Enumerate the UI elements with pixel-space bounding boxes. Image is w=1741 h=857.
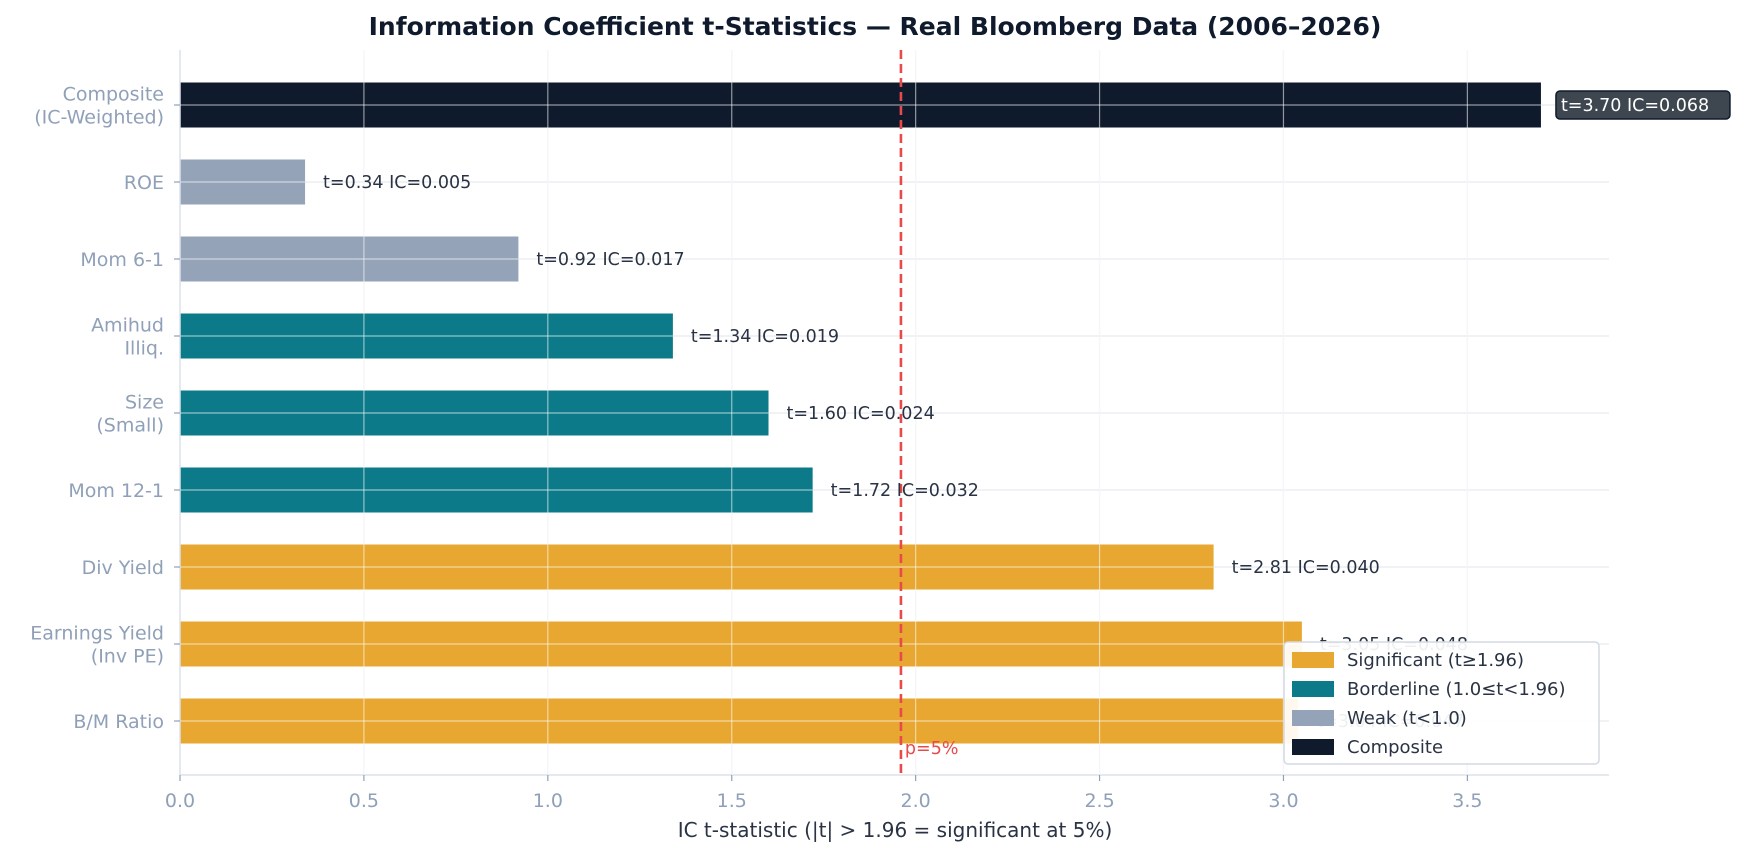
- x-tick-label: 1.0: [533, 790, 563, 812]
- y-tick-label: Amihud Illiq.: [91, 315, 164, 360]
- bar-value-label: t=0.34 IC=0.005: [323, 173, 471, 193]
- y-tick-label: Mom 12-1: [68, 480, 164, 502]
- composite-label-box: [1555, 90, 1731, 120]
- bar-value-label: t=2.81 IC=0.040: [1232, 558, 1380, 578]
- y-tick-label: ROE: [124, 172, 164, 194]
- y-tick-label: Mom 6-1: [80, 249, 164, 271]
- legend-label: Composite: [1347, 737, 1443, 758]
- x-tick-label: 2.5: [1084, 790, 1114, 812]
- x-tick-label: 3.0: [1268, 790, 1298, 812]
- legend-swatch-composite: [1292, 739, 1334, 755]
- y-tick-label: Size (Small): [96, 392, 164, 437]
- legend-swatch-significant: [1292, 652, 1334, 668]
- x-tick-labels: 0.0 0.5 1.0 1.5 2.0 2.5 3.0 3.5: [165, 775, 1482, 812]
- y-tick-label: Div Yield: [82, 557, 164, 579]
- significance-threshold-label: p=5%: [905, 739, 959, 759]
- bar-value-label: t=1.34 IC=0.019: [691, 327, 839, 347]
- y-tick-labels: Composite (IC-Weighted) ROE Mom 6-1 Amihud Il…: [30, 84, 180, 733]
- bar-value-label: t=1.72 IC=0.032: [831, 481, 979, 501]
- bar-value-label: t=3.70 IC=0.068: [1561, 96, 1709, 116]
- legend-label: Borderline (1.0≤t<1.96): [1347, 679, 1566, 700]
- x-axis-label: IC t-statistic (|t| > 1.96 = significant…: [678, 818, 1113, 842]
- legend-label: Weak (t<1.0): [1347, 708, 1467, 729]
- reference-line-group: p=5%: [899, 50, 959, 775]
- x-tick-label: 0.0: [165, 790, 195, 812]
- bar-value-label: t=1.60 IC=0.024: [787, 404, 935, 424]
- composite-value-label: t=3.70 IC=0.068: [1555, 90, 1731, 120]
- bar-value-label: t=0.92 IC=0.017: [536, 250, 684, 270]
- y-tick-label: Earnings Yield (Inv PE): [30, 623, 164, 668]
- x-tick-label: 1.5: [717, 790, 747, 812]
- y-tick-label: B/M Ratio: [73, 711, 164, 733]
- legend-swatch-borderline: [1292, 681, 1334, 697]
- chart-title: Information Coefficient t-Statistics — R…: [369, 12, 1382, 41]
- legend-swatch-weak: [1292, 710, 1334, 726]
- x-tick-label: 3.5: [1452, 790, 1482, 812]
- bars: [180, 50, 1541, 775]
- legend: Significant (t≥1.96) Borderline (1.0≤t<1.…: [1283, 641, 1600, 765]
- legend-box: [1283, 641, 1600, 765]
- x-tick-label: 2.0: [901, 790, 931, 812]
- y-tick-label: Composite (IC-Weighted): [34, 84, 164, 129]
- legend-label: Significant (t≥1.96): [1347, 650, 1524, 671]
- x-tick-label: 0.5: [349, 790, 379, 812]
